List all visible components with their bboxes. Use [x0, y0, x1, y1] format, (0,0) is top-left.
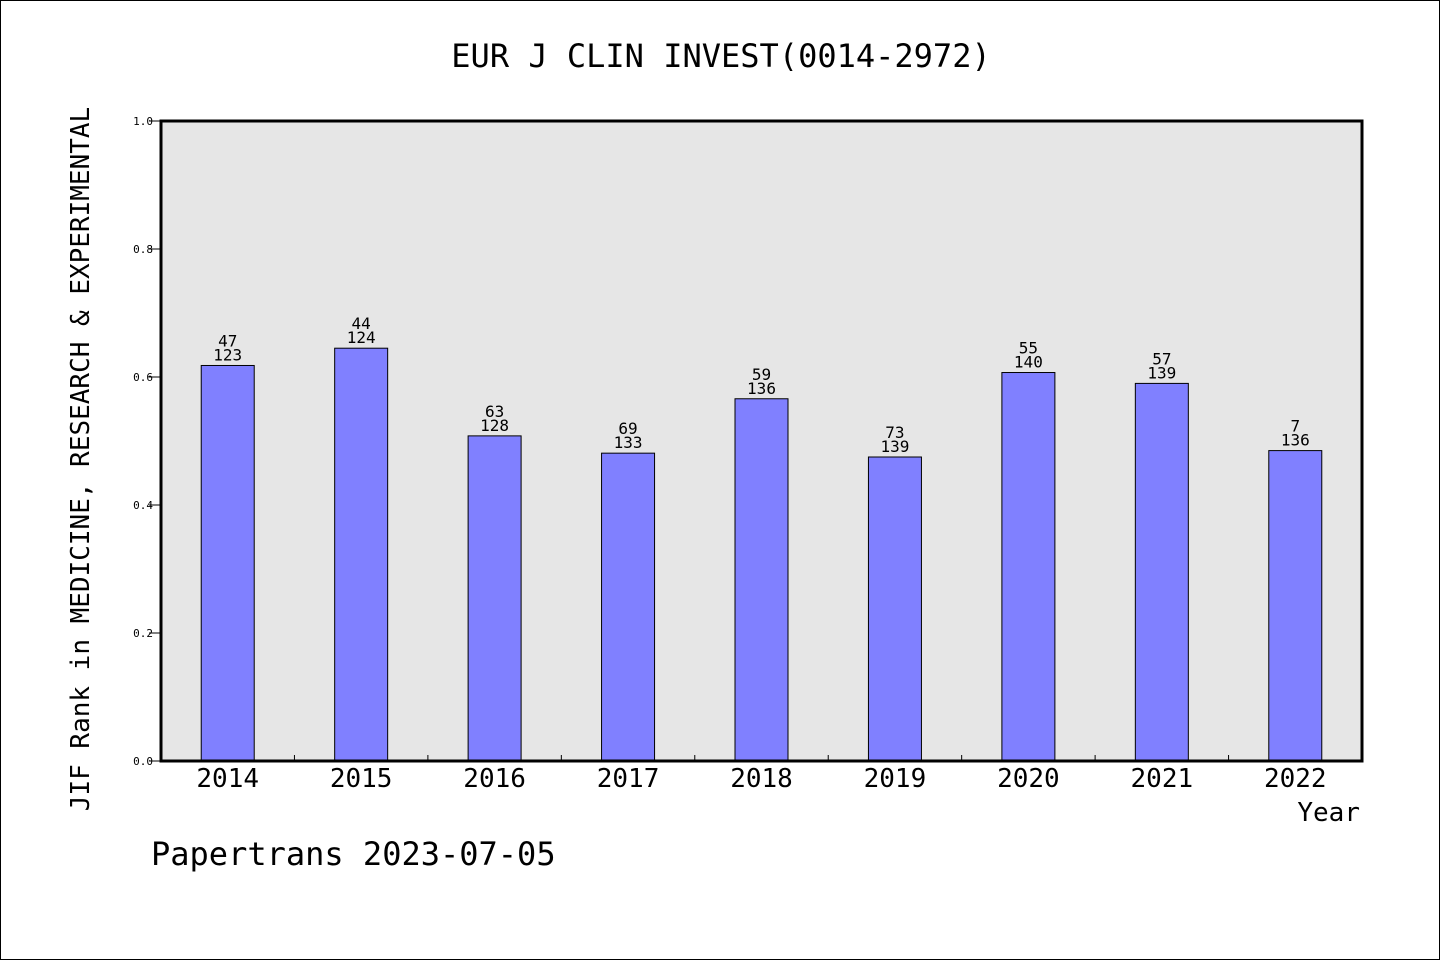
plot-border: [159, 119, 1364, 763]
y-tick-label: 1.0: [133, 115, 153, 128]
bar-rank-label: 69: [618, 419, 637, 438]
y-tick-label: 0.4: [133, 499, 153, 512]
bar-2015: [334, 347, 389, 762]
x-tick-label: 2016: [463, 764, 526, 794]
bar-rank-label: 59: [752, 365, 771, 384]
bar-total-label: 140: [1014, 353, 1043, 372]
bar-total-label: 136: [1281, 431, 1310, 450]
bar-2022: [1268, 450, 1323, 762]
x-tick-label: 2014: [196, 764, 259, 794]
bar-rank-label: 7: [1290, 417, 1300, 436]
bar-rank-label: 63: [485, 402, 504, 421]
bar-2020: [1001, 372, 1056, 762]
bar-total-label: 128: [480, 416, 509, 435]
chart-title: EUR J CLIN INVEST(0014-2972): [451, 37, 990, 75]
y-tick-label: 0.8: [133, 243, 153, 256]
x-tick-label: 2015: [330, 764, 393, 794]
bar-total-label: 139: [880, 437, 909, 456]
bar-total-label: 139: [1147, 363, 1176, 382]
x-tick-label: 2021: [1131, 764, 1194, 794]
bar-total-label: 124: [347, 328, 376, 347]
y-tick-label: 0.0: [133, 755, 153, 768]
x-tick-label: 2019: [864, 764, 927, 794]
bar-rank-label: 73: [885, 423, 904, 442]
bar-2021: [1134, 382, 1189, 762]
y-tick-label: 0.6: [133, 371, 153, 384]
x-tick-label: 2022: [1264, 764, 1327, 794]
bar-rank-label: 47: [218, 331, 237, 350]
x-axis-label: Year: [1297, 798, 1360, 828]
bar-rank-label: 44: [352, 314, 371, 333]
bar-2018: [734, 398, 789, 762]
x-tick-label: 2017: [597, 764, 660, 794]
x-tick-label: 2018: [730, 764, 793, 794]
y-axis-ticks: 0.0 0.2 0.4 0.6 0.8 1.0: [133, 115, 161, 768]
y-axis-label: JIF Rank in MEDICINE, RESEARCH & EXPERIM…: [66, 107, 96, 811]
bar-2014: [200, 364, 255, 762]
bars: [200, 347, 1323, 762]
bar-2019: [867, 456, 922, 762]
x-axis-tick-labels: 2014 2015 2016 2017 2018 2019 2020 2021 2022: [196, 764, 1326, 794]
bar-total-label: 136: [747, 379, 776, 398]
bar-total-label: 123: [213, 345, 242, 364]
bar-rank-label: 57: [1152, 349, 1171, 368]
watermark-text: Papertrans 2023-07-05: [151, 835, 556, 873]
bar-rank-label: 55: [1019, 339, 1038, 358]
bar-2017: [601, 452, 656, 762]
bar-2016: [467, 435, 522, 762]
bar-total-label: 133: [614, 433, 643, 452]
x-tick-label: 2020: [997, 764, 1060, 794]
y-tick-label: 0.2: [133, 627, 153, 640]
